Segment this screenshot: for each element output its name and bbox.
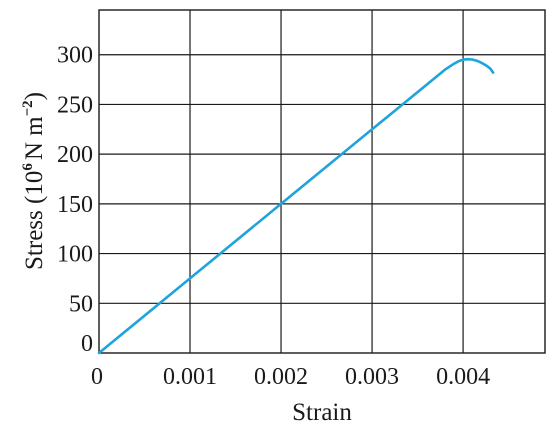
x-tick-label: 0.002 — [254, 364, 308, 390]
y-tick-label: 200 — [57, 142, 93, 168]
series-layer — [97, 57, 495, 355]
y-tick-labels: 0 50 100 150 200 250 300 — [57, 43, 93, 357]
series-line-0 — [97, 57, 495, 355]
x-tick-labels: 0 0.001 0.002 0.003 0.004 — [91, 364, 490, 390]
y-tick-label: 100 — [57, 242, 93, 268]
y-axis-label-unit: N m — [21, 116, 48, 160]
y-axis-label-exponent-2: −2 — [20, 100, 36, 116]
y-tick-label: 150 — [57, 192, 93, 218]
y-tick-label: 0 — [81, 331, 93, 357]
y-tick-label: 250 — [57, 92, 93, 118]
y-axis-label: Stress (106 N m−2) — [20, 92, 48, 270]
x-axis-label: Strain — [292, 399, 352, 426]
y-axis-label-close: ) — [21, 92, 48, 100]
y-tick-label: 50 — [69, 291, 93, 317]
x-tick-label: 0.001 — [163, 364, 217, 390]
y-tick-label: 300 — [57, 43, 93, 69]
x-tick-label: 0.003 — [345, 364, 399, 390]
y-axis-label-main: Stress (10 — [21, 171, 48, 270]
grid — [99, 10, 545, 353]
y-axis-label-exponent-1: 6 — [20, 163, 36, 171]
plot-frame — [98, 9, 546, 354]
x-tick-label: 0 — [91, 364, 103, 390]
x-tick-label: 0.004 — [436, 364, 490, 390]
